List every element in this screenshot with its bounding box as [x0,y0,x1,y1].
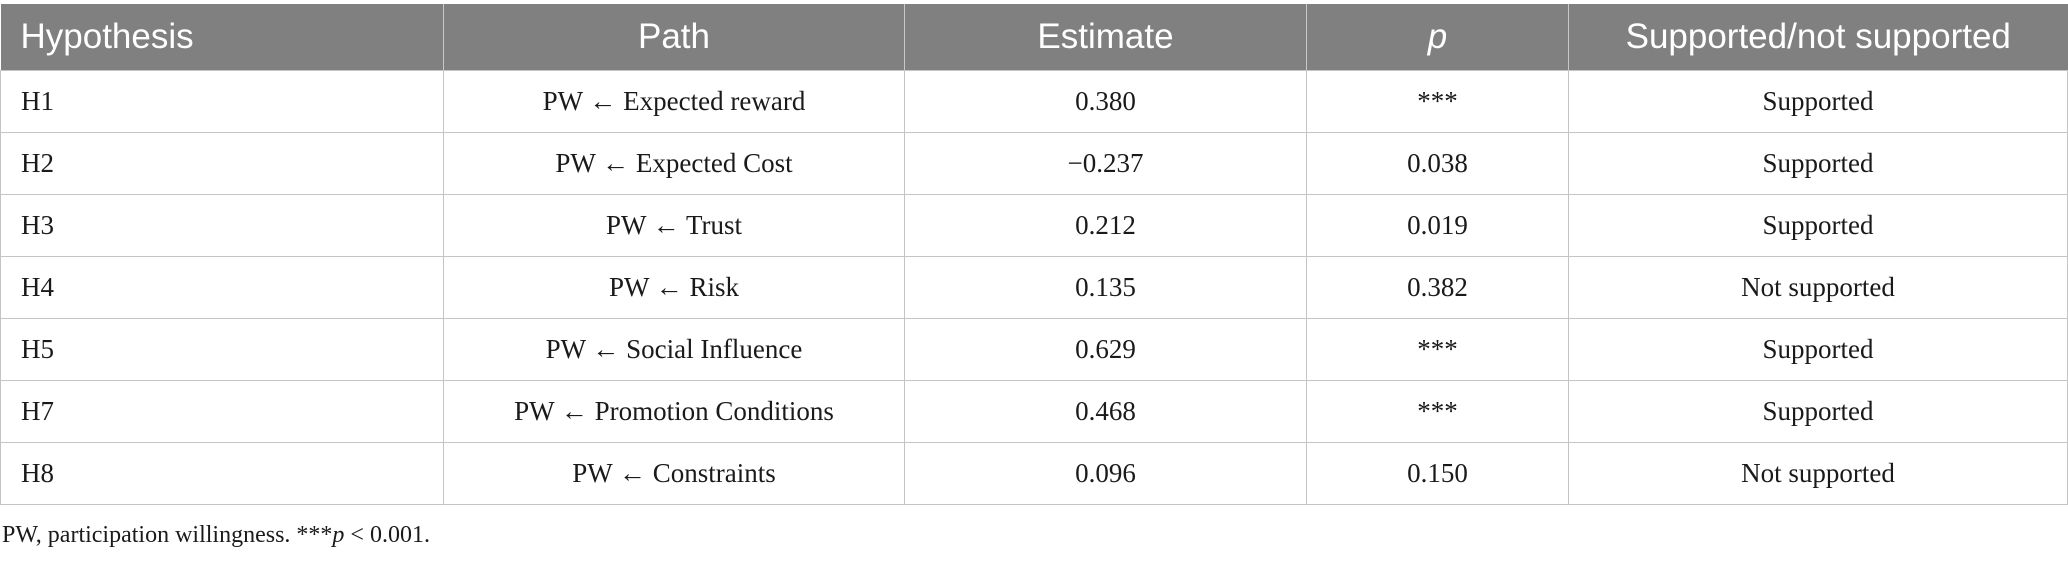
cell-hypothesis: H5 [0,318,444,381]
table-footnote: PW, participation willingness. ***p < 0.… [2,522,430,549]
cell-estimate: 0.629 [904,318,1307,381]
table-header: Hypothesis Path Estimate p Supported/not… [0,4,2068,71]
table-row: H1 PW ← Expected reward 0.380 *** Suppor… [0,70,2068,133]
table-body: H1 PW ← Expected reward 0.380 *** Suppor… [0,70,2068,505]
cell-p-value: *** [1306,318,1569,381]
header-path: Path [443,4,905,71]
cell-estimate: 0.380 [904,70,1307,133]
cell-supported: Not supported [1568,256,2068,319]
cell-hypothesis: H4 [0,256,444,319]
cell-p-value: *** [1306,70,1569,133]
header-estimate: Estimate [904,4,1307,71]
cell-path: PW ← Expected reward [443,70,905,133]
cell-hypothesis: H8 [0,442,444,505]
cell-p-value: *** [1306,380,1569,443]
header-p-value: p [1306,4,1569,71]
footnote-prefix: PW, participation willingness. *** [2,522,333,548]
cell-p-value: 0.150 [1306,442,1569,505]
table-row: H7 PW ← Promotion Conditions 0.468 *** S… [0,380,2068,443]
table-row: H8 PW ← Constraints 0.096 0.150 Not supp… [0,442,2068,505]
header-row: Hypothesis Path Estimate p Supported/not… [0,4,2068,71]
cell-estimate: 0.135 [904,256,1307,319]
cell-hypothesis: H3 [0,194,444,257]
cell-supported: Supported [1568,194,2068,257]
table-row: H2 PW ← Expected Cost −0.237 0.038 Suppo… [0,132,2068,195]
table-row: H4 PW ← Risk 0.135 0.382 Not supported [0,256,2068,319]
header-hypothesis: Hypothesis [0,4,444,71]
cell-p-value: 0.382 [1306,256,1569,319]
cell-supported: Supported [1568,70,2068,133]
cell-supported: Supported [1568,380,2068,443]
cell-path: PW ← Social Influence [443,318,905,381]
footnote-p-symbol: p [332,522,345,548]
cell-p-value: 0.019 [1306,194,1569,257]
cell-estimate: −0.237 [904,132,1307,195]
table-row: H3 PW ← Trust 0.212 0.019 Supported [0,194,2068,257]
cell-supported: Supported [1568,132,2068,195]
cell-supported: Not supported [1568,442,2068,505]
table-row: H5 PW ← Social Influence 0.629 *** Suppo… [0,318,2068,381]
footnote-suffix: < 0.001. [344,522,430,548]
cell-p-value: 0.038 [1306,132,1569,195]
cell-estimate: 0.212 [904,194,1307,257]
cell-hypothesis: H1 [0,70,444,133]
header-supported: Supported/not supported [1568,4,2068,71]
cell-estimate: 0.468 [904,380,1307,443]
cell-path: PW ← Risk [443,256,905,319]
cell-path: PW ← Trust [443,194,905,257]
cell-path: PW ← Constraints [443,442,905,505]
cell-supported: Supported [1568,318,2068,381]
cell-path: PW ← Promotion Conditions [443,380,905,443]
cell-hypothesis: H7 [0,380,444,443]
cell-path: PW ← Expected Cost [443,132,905,195]
hypothesis-results-table: Hypothesis Path Estimate p Supported/not… [0,4,2068,505]
cell-estimate: 0.096 [904,442,1307,505]
cell-hypothesis: H2 [0,132,444,195]
results-table-container: Hypothesis Path Estimate p Supported/not… [0,4,2068,505]
